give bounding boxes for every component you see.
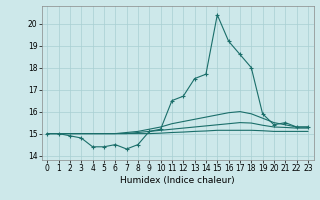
X-axis label: Humidex (Indice chaleur): Humidex (Indice chaleur) (120, 176, 235, 185)
